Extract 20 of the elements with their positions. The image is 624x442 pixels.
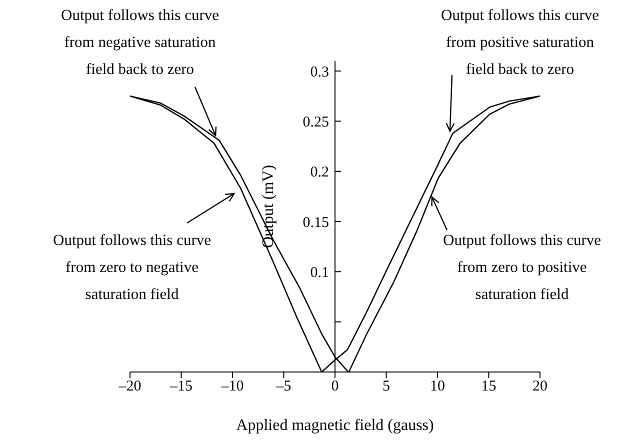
y-tick-label: 0.15: [302, 214, 329, 231]
annotation: Output follows this curve from zero to positive saturation field: [443, 232, 602, 303]
y-tick-label: 0.2: [310, 164, 329, 181]
y-axis-title: Output (mV): [260, 164, 277, 248]
annotation: Output follows this curve from positive saturation field back to zero: [441, 7, 600, 78]
y-tick-label: 0.3: [310, 64, 329, 80]
x-tick-label: 15: [481, 378, 496, 395]
x-tick-label: –10: [220, 378, 244, 395]
y-tick-label: 0.25: [302, 114, 329, 130]
x-tick-label: 10: [430, 378, 445, 395]
x-tick-label: –5: [275, 378, 292, 395]
x-tick-label: –15: [169, 378, 192, 395]
annotation: Output follows this curve from zero to negative saturation field: [53, 232, 212, 303]
x-tick-label: 0: [331, 378, 339, 395]
x-axis-title: Applied magnetic field (gauss): [236, 417, 434, 434]
annotation: Output follows this curve from negative saturation field back to zero: [61, 7, 220, 78]
x-tick-label: 20: [532, 378, 548, 395]
x-tick-label: –20: [118, 378, 142, 395]
y-tick-label: 0.1: [310, 264, 329, 281]
x-tick-label: 5: [382, 378, 390, 395]
